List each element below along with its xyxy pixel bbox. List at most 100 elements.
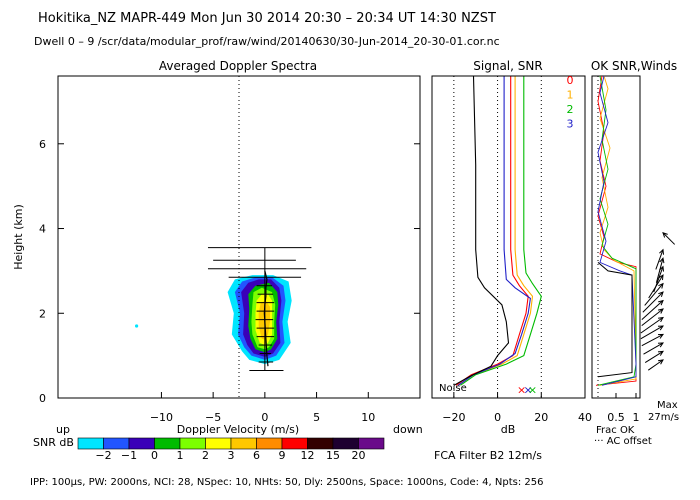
snr-series-0 (455, 76, 529, 386)
wind-max-label: Max (657, 400, 678, 411)
velocity-axis-label: Doppler Velocity (m/s) (177, 423, 299, 436)
colorbar-swatch (77, 437, 104, 450)
wind-arrow-head (657, 350, 664, 356)
noise-marker: × (528, 384, 537, 397)
velocity-error-bars (207, 247, 312, 371)
colorbar-swatch (230, 437, 257, 450)
colorbar-tick-label: 20 (352, 449, 366, 462)
wind-max-value: 27m/s (648, 412, 679, 423)
colorbar-label: SNR dB (33, 436, 74, 449)
wind-arrow (647, 359, 664, 371)
wind-arrow (641, 300, 664, 320)
wind-arrow (644, 350, 664, 363)
db-tick-label: 20 (534, 411, 548, 424)
wind-arrow (642, 291, 664, 313)
header-line-1: Hokitika_NZ MAPR-449 Mon Jun 30 2014 20:… (38, 11, 496, 26)
wind-arrow (643, 342, 664, 355)
snr-contours (135, 270, 292, 367)
colorbar-swatch (332, 437, 359, 450)
colorbar-tick-label: 2 (202, 449, 209, 462)
wind-arrow (644, 283, 664, 306)
snr-series-signal (453, 75, 510, 386)
legend-beam-3: 3 (567, 118, 574, 131)
colorbar-tick-label: 6 (253, 449, 260, 462)
colorbar-tick-label: −2 (95, 449, 111, 462)
db-tick-label: 40 (578, 411, 592, 424)
snr-series-2 (460, 76, 542, 386)
wind-arrow-head (658, 282, 664, 289)
snr-series-1 (457, 76, 534, 386)
spectra-frame (57, 75, 421, 399)
wind-arrow-head (658, 291, 664, 297)
winds-frame (591, 75, 641, 399)
frac-ok-beam-3 (597, 75, 637, 386)
filter-label: FCA Filter B2 12m/s (434, 449, 542, 462)
up-label: up (56, 423, 70, 436)
down-label: down (393, 423, 423, 436)
colorbar-tick-label: 1 (177, 449, 184, 462)
frac-tick-label: 0.5 (607, 411, 625, 424)
wind-arrow (640, 317, 664, 334)
noise-marker: × (517, 384, 526, 397)
velocity-tick-label: −5 (205, 411, 221, 424)
radar-parameters: IPP: 100μs, PW: 2000ns, NCI: 28, NSpec: … (30, 477, 543, 488)
wind-arrow-head (662, 231, 668, 238)
beam-legend: 0 12 3 (567, 74, 574, 131)
colorbar-swatch (154, 437, 181, 450)
colorbar-tick-label: −1 (121, 449, 137, 462)
wind-arrow (662, 232, 676, 245)
spectra-axes: −10 −5 0 5 10 0 2 4 6 (39, 75, 421, 424)
legend-beam-2: 2 (567, 103, 574, 116)
wind-arrow-head (657, 342, 664, 348)
snr-series-3 (457, 76, 531, 386)
frac-ok-beam-1 (599, 75, 637, 386)
frac-ok-combined (597, 262, 633, 378)
noise-label: Noise (439, 383, 467, 394)
frac-ok-label: Frac OK (596, 425, 635, 436)
height-tick-label: 6 (39, 138, 46, 151)
wind-arrows (640, 231, 676, 371)
colorbar-tick-label: 12 (301, 449, 315, 462)
velocity-tick-label: 0 (261, 411, 268, 424)
frac-tick-label: 1 (633, 411, 640, 424)
colorbar-swatch (128, 437, 155, 450)
isolated-snr-point (135, 324, 139, 328)
height-tick-label: 2 (39, 307, 46, 320)
legend-beam-1: 1 (567, 89, 574, 102)
colorbar-swatch (281, 437, 308, 450)
signal-panel-title: Signal, SNR (473, 59, 542, 73)
db-axis-label: dB (501, 423, 516, 436)
header-line-2: Dwell 0 – 9 /scr/data/modular_prof/raw/w… (34, 35, 500, 48)
colorbar-tick-label: 9 (279, 449, 286, 462)
db-tick-label: 0 (494, 411, 501, 424)
winds-panel-title: OK SNR,Winds (591, 59, 677, 73)
colorbar-swatch (307, 437, 334, 450)
wind-arrow-head (659, 257, 665, 264)
wind-arrow-head (657, 333, 665, 339)
frac-ok-beam-2 (597, 75, 637, 386)
colorbar-tick-label: 15 (326, 449, 340, 462)
height-axis-label: Height (km) (12, 204, 25, 270)
wind-arrow-head (658, 316, 664, 323)
wind-arrow (640, 325, 664, 340)
wind-arrow-head (658, 359, 664, 365)
snr-colorbar: −2 −1 0 1 2 3 6 9 12 15 20 (77, 437, 385, 462)
height-tick-label: 4 (39, 223, 46, 236)
wind-arrow (653, 266, 664, 293)
velocity-tick-label: 10 (361, 411, 375, 424)
height-tick-label: 0 (39, 392, 46, 405)
signal-frame (431, 75, 586, 399)
colorbar-swatch (179, 437, 206, 450)
db-tick-label: −20 (442, 411, 465, 424)
wind-arrow-head (658, 299, 664, 306)
colorbar-swatch (358, 437, 385, 450)
ok-snr-winds-panel: 0.5 1 (591, 75, 641, 424)
wind-arrow-head (657, 308, 664, 314)
wind-arrow-head (659, 248, 664, 255)
wind-arrow (655, 249, 664, 270)
wind-arrow-head (657, 325, 664, 331)
colorbar-swatch (103, 437, 130, 450)
wind-arrow (641, 308, 664, 327)
signal-snr-panel: ×××−20 0 20 40 (431, 75, 592, 424)
